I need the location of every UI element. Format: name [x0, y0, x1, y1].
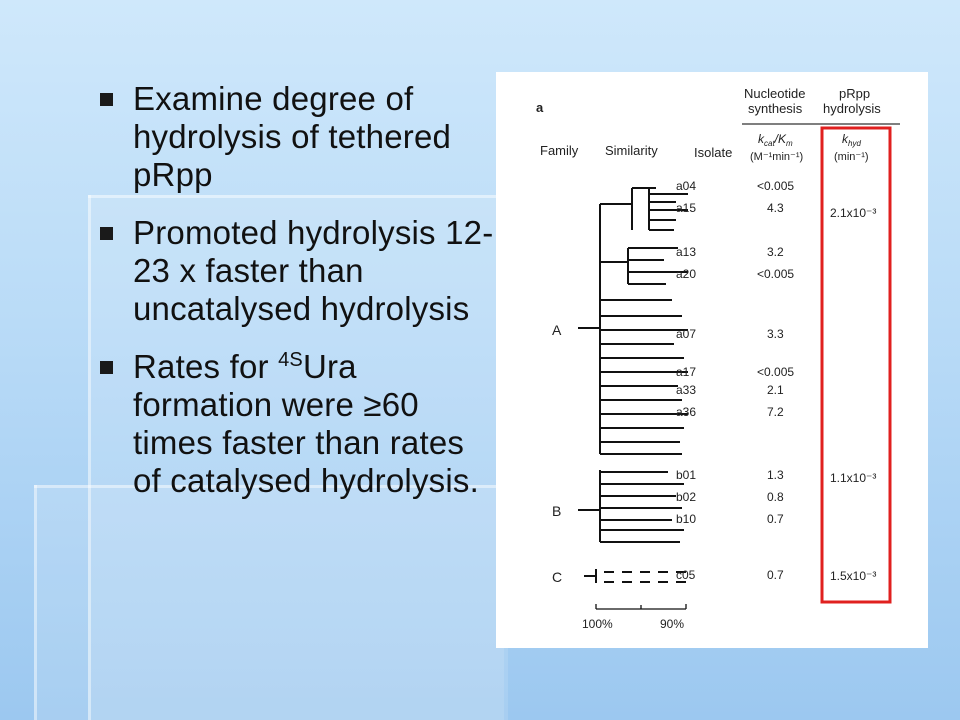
isolate-label: a13: [676, 245, 696, 259]
family-label-c: C: [552, 569, 562, 585]
square-bullet-icon: [100, 227, 113, 240]
superscript: 4S: [278, 349, 303, 371]
isolate-label: b01: [676, 468, 696, 482]
background-line: [88, 195, 91, 720]
panel-label: a: [536, 100, 544, 115]
kcat-units: (M⁻¹min⁻¹): [750, 151, 803, 163]
dendrogram-family-b: [578, 470, 684, 543]
background-panel: [88, 195, 508, 720]
kcat-value: 7.2: [767, 405, 784, 419]
scale-label-right: 90%: [660, 617, 684, 631]
prpp-header: pRpp: [839, 86, 870, 101]
nucleotide-header-2: synthesis: [748, 101, 803, 116]
family-label-a: A: [552, 322, 562, 338]
similarity-scale-bar: [595, 604, 687, 610]
kcat-value: 0.8: [767, 490, 784, 504]
prpp-header-2: hydrolysis: [823, 101, 881, 116]
square-bullet-icon: [100, 93, 113, 106]
bullet-item: Promoted hydrolysis 12-23 x faster than …: [100, 214, 495, 328]
kcat-symbol: kcat/Km: [758, 132, 793, 148]
dendrogram-family-a: [578, 187, 688, 455]
phylogeny-diagram: a Family Similarity Isolate Nucleotide s…: [536, 86, 900, 631]
khyd-value: 1.1x10⁻³: [830, 471, 876, 485]
kcat-value: 3.2: [767, 245, 784, 259]
bullet-text-post: Ura formation were ≥60 times faster than…: [133, 348, 479, 499]
kcat-value: 1.3: [767, 468, 784, 482]
kcat-value: 2.1: [767, 383, 784, 397]
background-line: [34, 485, 37, 720]
family-header: Family: [540, 143, 579, 158]
kcat-value: 0.7: [767, 568, 784, 582]
isolate-label: b10: [676, 512, 696, 526]
bullet-list: Examine degree of hydrolysis of tethered…: [100, 80, 495, 520]
isolate-label: c05: [676, 568, 696, 582]
similarity-header: Similarity: [605, 143, 658, 158]
isolate-label: a07: [676, 327, 696, 341]
kcat-value: <0.005: [757, 365, 794, 379]
square-bullet-icon: [100, 361, 113, 374]
khyd-value: 1.5x10⁻³: [830, 569, 876, 583]
bullet-item: Examine degree of hydrolysis of tethered…: [100, 80, 495, 194]
nucleotide-header: Nucleotide: [744, 86, 805, 101]
kcat-value: 4.3: [767, 201, 784, 215]
isolate-label: a33: [676, 383, 696, 397]
kcat-value: 0.7: [767, 512, 784, 526]
kcat-value: <0.005: [757, 267, 794, 281]
khyd-value: 2.1x10⁻³: [830, 206, 876, 220]
bullet-text: Rates for 4SUra formation were ≥60 times…: [133, 348, 495, 500]
kcat-value: <0.005: [757, 179, 794, 193]
background-line: [88, 195, 508, 198]
isolate-label: a04: [676, 179, 696, 193]
bullet-text: Examine degree of hydrolysis of tethered…: [133, 80, 452, 193]
isolate-label: b02: [676, 490, 696, 504]
khyd-units: (min⁻¹): [834, 151, 869, 163]
khyd-symbol: khyd: [842, 132, 861, 148]
bullet-item: Rates for 4SUra formation were ≥60 times…: [100, 348, 495, 500]
highlight-box: [820, 126, 892, 604]
isolate-label: a17: [676, 365, 696, 379]
isolate-header: Isolate: [694, 145, 732, 160]
kcat-value: 3.3: [767, 327, 784, 341]
background-line: [34, 485, 504, 488]
isolate-label: a20: [676, 267, 696, 281]
bullet-text: Promoted hydrolysis 12-23 x faster than …: [133, 214, 494, 327]
isolate-label: a15: [676, 201, 696, 215]
bullet-text-pre: Rates for: [133, 348, 279, 385]
background-panel: [34, 485, 504, 720]
phylogeny-figure: a Family Similarity Isolate Nucleotide s…: [496, 72, 928, 648]
family-label-b: B: [552, 503, 561, 519]
isolate-label: a36: [676, 405, 696, 419]
data-table: a04 <0.005 a15 4.3 2.1x10⁻³ a13 3.2 a20 …: [676, 179, 876, 583]
dendrogram-family-c: [584, 569, 692, 583]
scale-label-left: 100%: [582, 617, 613, 631]
